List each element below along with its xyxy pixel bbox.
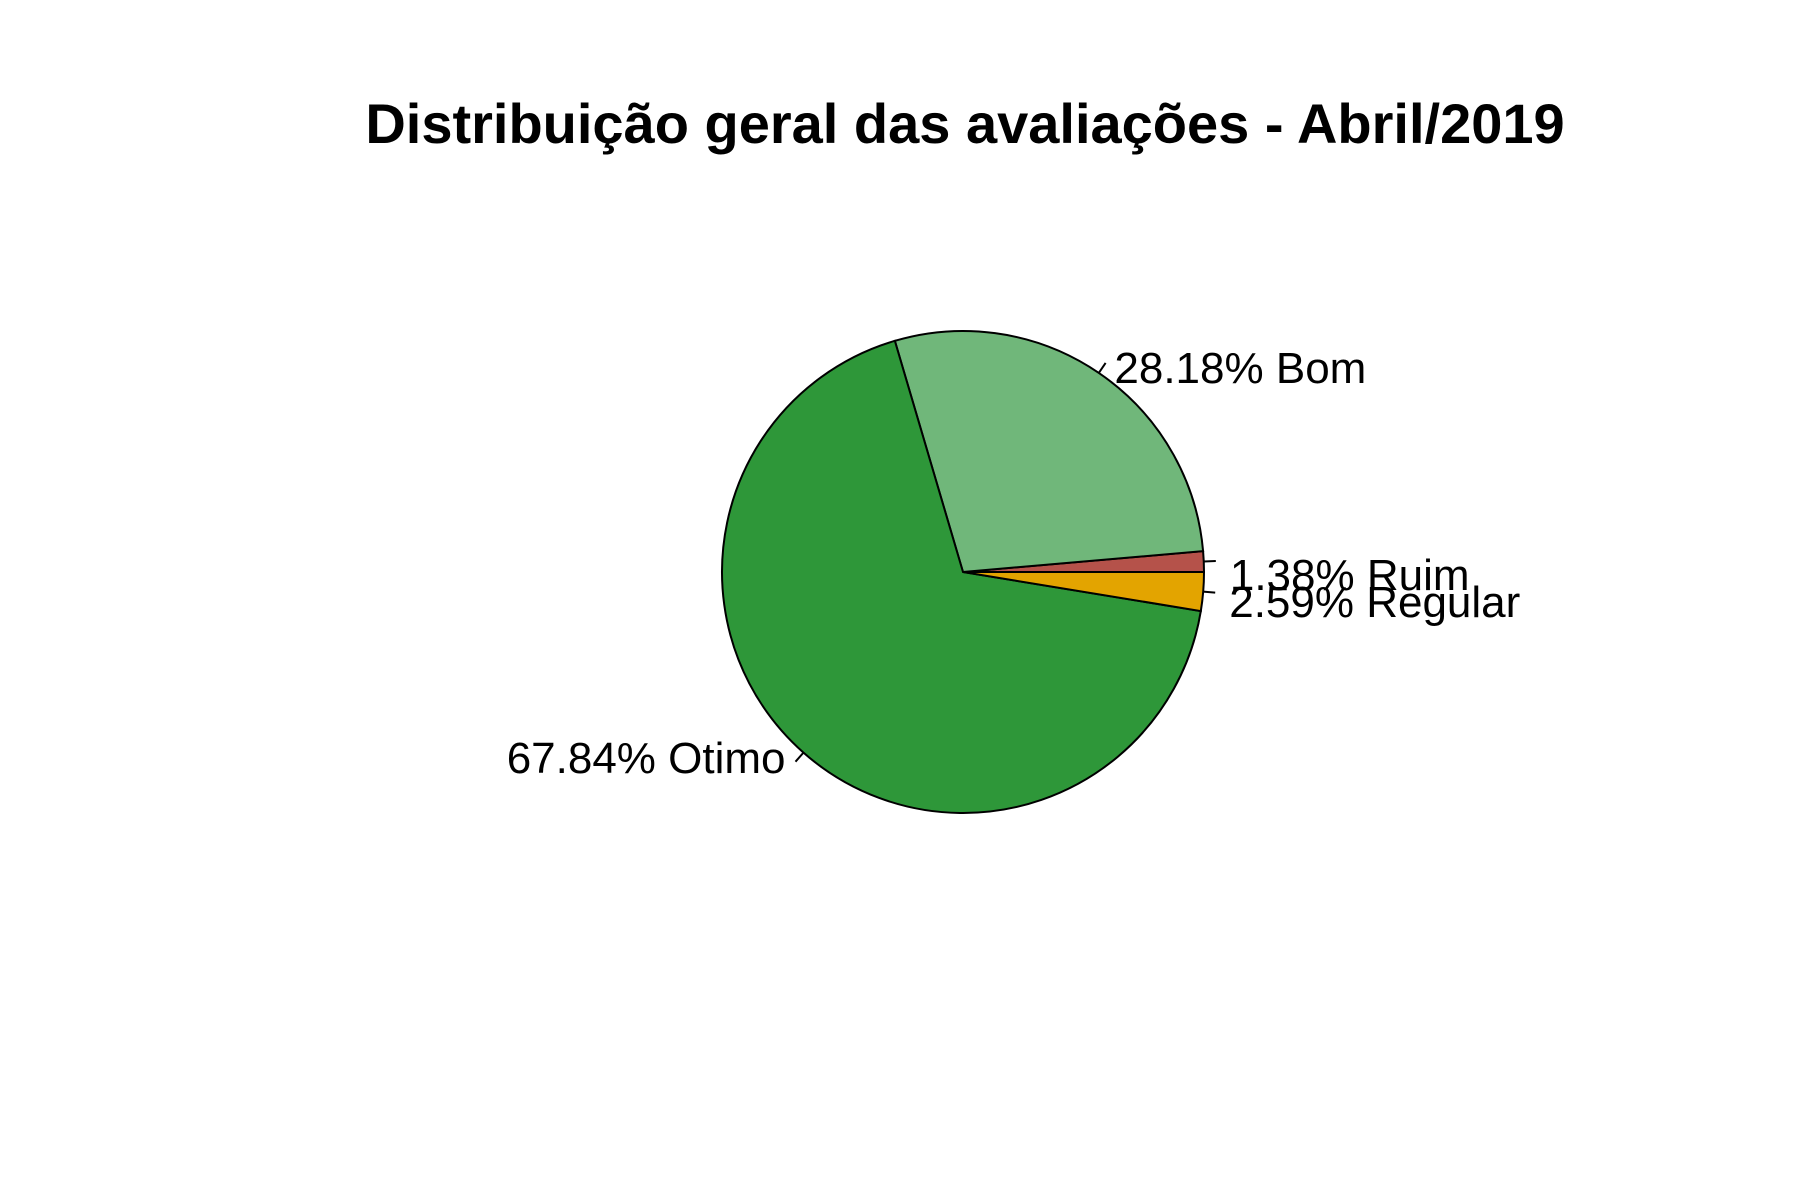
slice-label-otimo: 67.84% Otimo bbox=[507, 734, 786, 783]
pie-slice-bom bbox=[893, 330, 1205, 574]
slice-label-bom: 28.18% Bom bbox=[1114, 344, 1366, 393]
leader-line-bom bbox=[1097, 362, 1107, 374]
slice-labels: 1.38% Ruim 28.18% Bom 67.84% Otimo 2.59% Re… bbox=[507, 344, 1521, 783]
leader-lines bbox=[794, 362, 1216, 763]
slice-label-regular: 2.59% Regular bbox=[1229, 578, 1520, 627]
chart-title: Distribuição geral das avaliações - Abri… bbox=[365, 92, 1564, 155]
slice-label-ruim: 1.38% Ruim bbox=[1230, 551, 1470, 600]
leader-line-ruim bbox=[1203, 560, 1216, 563]
leader-line-otimo bbox=[794, 751, 805, 763]
leader-line-regular bbox=[1203, 590, 1216, 594]
pie-slice-otimo bbox=[721, 339, 1202, 814]
pie-slices bbox=[721, 330, 1206, 814]
